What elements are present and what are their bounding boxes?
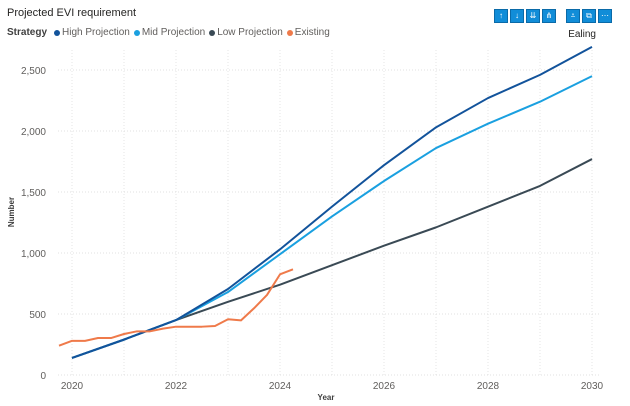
legend-dot-icon [133,29,140,36]
visual-toolbar: ↑ ↓ ⇊ ⋔ ⩡ ⧉ ⋯ [494,9,612,23]
series-line-mid-projection [71,75,593,359]
y-tick-label: 500 [29,310,46,321]
focus-mode-icon[interactable]: ⧉ [582,9,596,23]
legend-item-existing[interactable]: Existing [286,27,330,38]
expand-hierarchy-icon[interactable]: ⋔ [542,9,556,23]
y-tick-label: 1,000 [21,249,46,260]
legend: Strategy High Projection Mid Projection … [7,27,330,38]
legend-item-high[interactable]: High Projection [54,27,130,38]
y-tick-label: 1,500 [21,188,46,199]
x-axis-title: Year [318,393,335,402]
filter-icon[interactable]: ⩡ [566,9,580,23]
x-tick-label: 2022 [165,381,188,392]
arrow-down-icon[interactable]: ↓ [510,9,524,23]
y-tick-label: 2,500 [21,66,46,77]
legend-item-low[interactable]: Low Projection [209,27,283,38]
more-options-icon[interactable]: ⋯ [598,9,612,23]
legend-dot-icon [209,29,216,36]
arrow-up-icon[interactable]: ↑ [494,9,508,23]
x-tick-label: 2024 [269,381,292,392]
y-tick-label: 2,000 [21,127,46,138]
series-line-existing [58,268,294,347]
legend-dot-icon [54,29,61,36]
legend-title: Strategy [7,27,48,38]
y-axis-title: Number [7,197,16,227]
x-tick-label: 2026 [373,381,396,392]
y-tick-label: 0 [40,371,46,382]
chart-title: Projected EVI requirement [7,7,137,19]
x-tick-label: 2028 [477,381,500,392]
legend-dot-icon [286,29,293,36]
double-arrow-down-icon[interactable]: ⇊ [526,9,540,23]
series-line-high-projection [71,45,593,359]
x-tick-label: 2030 [581,381,604,392]
legend-item-mid[interactable]: Mid Projection [133,27,205,38]
area-label: Ealing [568,29,596,40]
x-tick-label: 2020 [61,381,84,392]
